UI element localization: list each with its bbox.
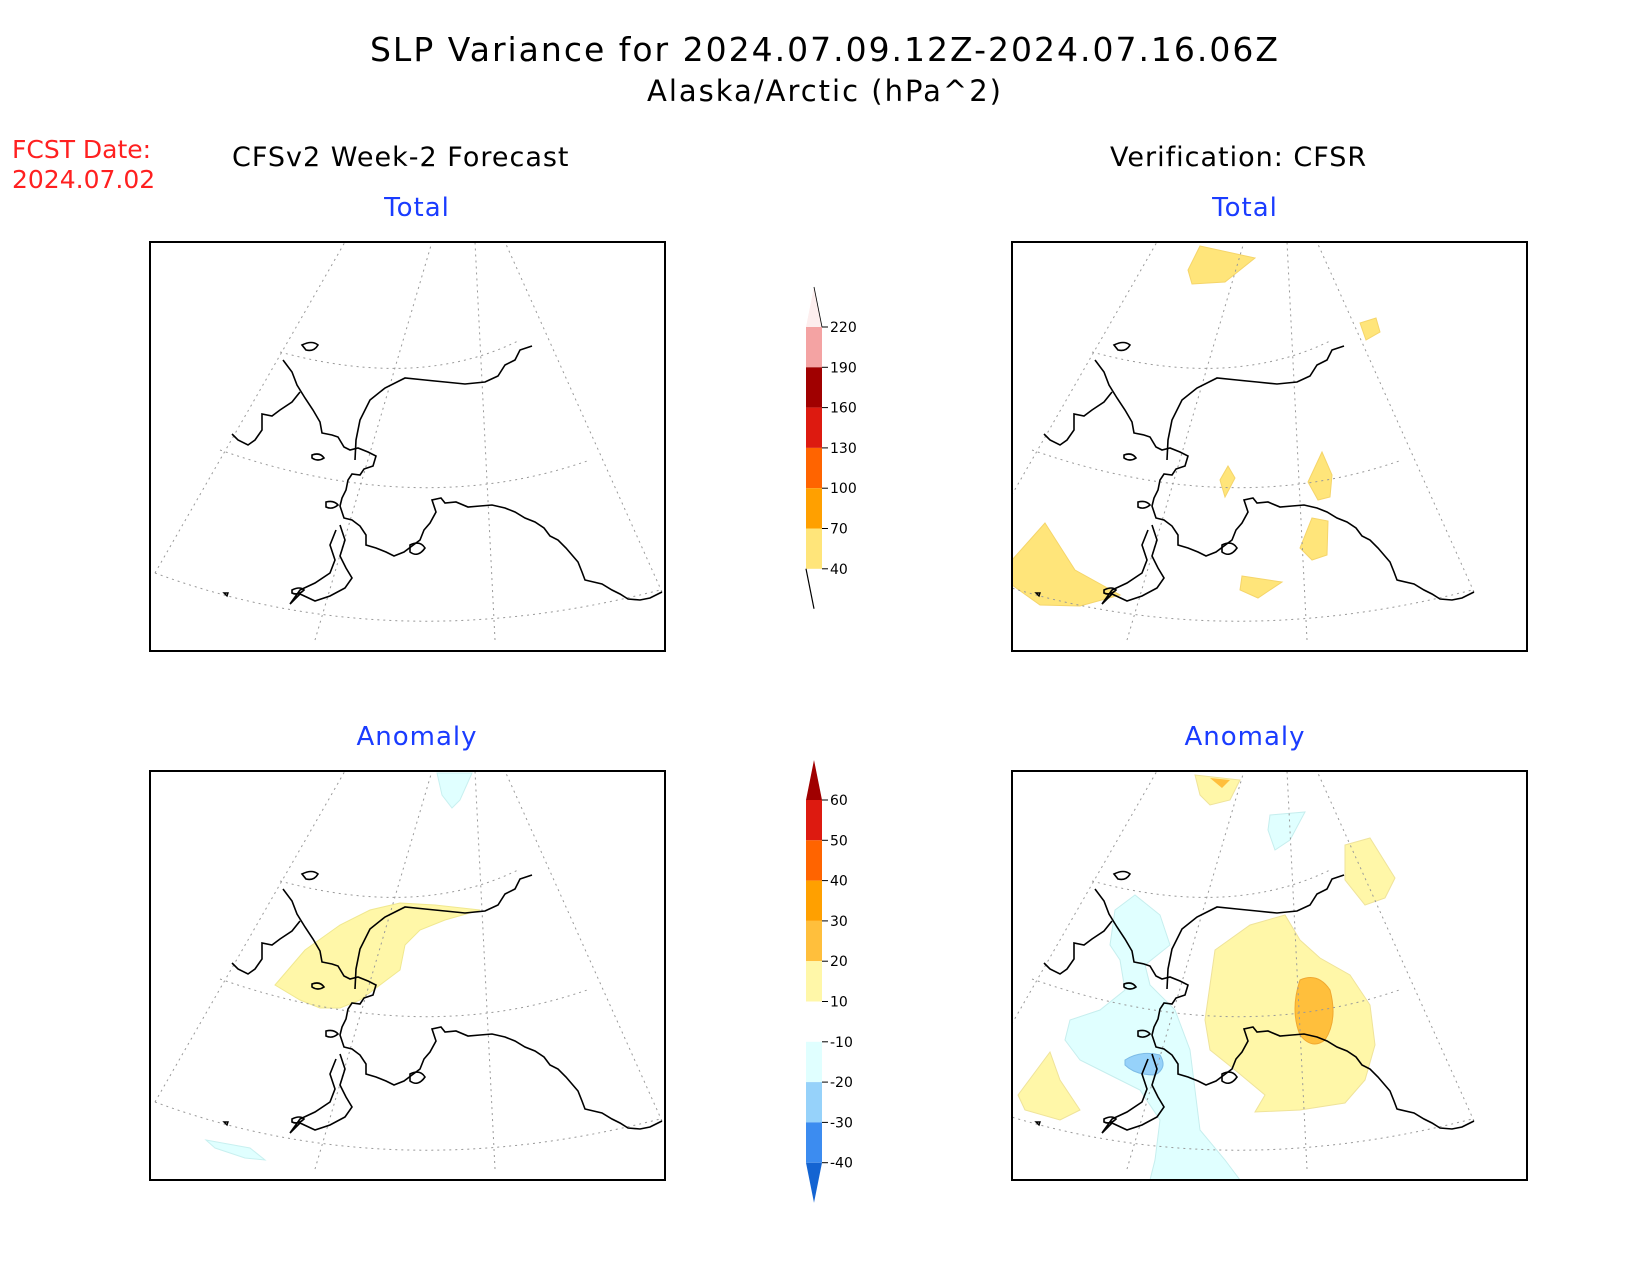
chart-title: SLP Variance for 2024.07.09.12Z-2024.07.… — [369, 30, 1281, 69]
colorbar-tick-label: -30 — [830, 1115, 853, 1131]
map-panel-verification-anomaly — [1011, 770, 1528, 1181]
colorbar-swatch — [806, 447, 822, 489]
map-panel-forecast-anomaly — [149, 770, 666, 1181]
column-title-forecast: CFSv2 Week-2 Forecast — [232, 142, 570, 173]
colorbar-tip-top — [806, 760, 822, 800]
colorbar-tick-label: -10 — [830, 1035, 853, 1051]
forecast-date-label: FCST Date: — [12, 135, 152, 164]
colorbar-swatch — [806, 920, 822, 962]
colorbar-tick-label: -40 — [830, 1156, 853, 1172]
colorbar-swatch — [806, 1122, 822, 1163]
colorbar-swatch — [806, 840, 822, 881]
colorbar-tick-label: 20 — [830, 954, 848, 970]
forecast-date-value: 2024.07.02 — [12, 165, 156, 194]
colorbar-swatch — [806, 961, 822, 1002]
colorbar-swatch — [806, 880, 822, 921]
anomaly-colorbar: 60 50 40 30 20 10 -10 -20 -30 -40 — [806, 760, 853, 1203]
colorbar-swatch — [806, 1001, 822, 1042]
panel-title-forecast-total: Total — [384, 193, 450, 223]
colorbar-tip-bottom — [806, 1162, 822, 1203]
colorbar-swatch — [806, 1041, 822, 1083]
colorbar-tick-label: 10 — [830, 995, 848, 1011]
colorbar-swatch — [806, 327, 822, 368]
colorbar-tick-label: 60 — [830, 793, 848, 809]
colorbar-tick-label: 130 — [830, 441, 857, 457]
colorbar-swatch — [806, 800, 822, 841]
colorbar-tick-label: 220 — [830, 320, 857, 336]
colorbar-tick-label: 40 — [830, 874, 848, 890]
colorbar-tick-label: 70 — [830, 522, 848, 538]
colorbar-swatch — [806, 367, 822, 408]
colorbar-swatch — [806, 407, 822, 448]
colorbar-swatch — [806, 488, 822, 529]
colorbar-tick-label: -20 — [830, 1075, 853, 1091]
column-title-verification: Verification: CFSR — [1110, 142, 1368, 173]
chart-subtitle: Alaska/Arctic (hPa^2) — [647, 74, 1003, 108]
colorbar-tick-label: 160 — [830, 401, 857, 417]
total-colorbar: 220 190 160 130 100 70 40 — [805, 286, 857, 609]
colorbar-swatch — [806, 528, 822, 569]
colorbar-tick-label: 30 — [830, 914, 848, 930]
panel-title-verification-anomaly: Anomaly — [1184, 722, 1306, 752]
panel-title-forecast-anomaly: Anomaly — [356, 722, 478, 752]
colorbar-tip-bottom — [805, 568, 815, 609]
forecast-date-block: FCST Date: 2024.07.02 — [12, 135, 155, 195]
colorbar-tick-label: 190 — [830, 360, 857, 376]
colorbar-tip-top — [806, 287, 822, 327]
map-panel-verification-total — [1011, 241, 1528, 652]
colorbar-swatch — [806, 1082, 822, 1123]
map-panel-forecast-total — [149, 241, 666, 652]
panel-title-verification-total: Total — [1212, 193, 1278, 223]
colorbar-tick-label: 40 — [830, 562, 848, 578]
colorbar-tick-label: 100 — [830, 481, 857, 497]
colorbar-tick-label: 50 — [830, 833, 848, 849]
